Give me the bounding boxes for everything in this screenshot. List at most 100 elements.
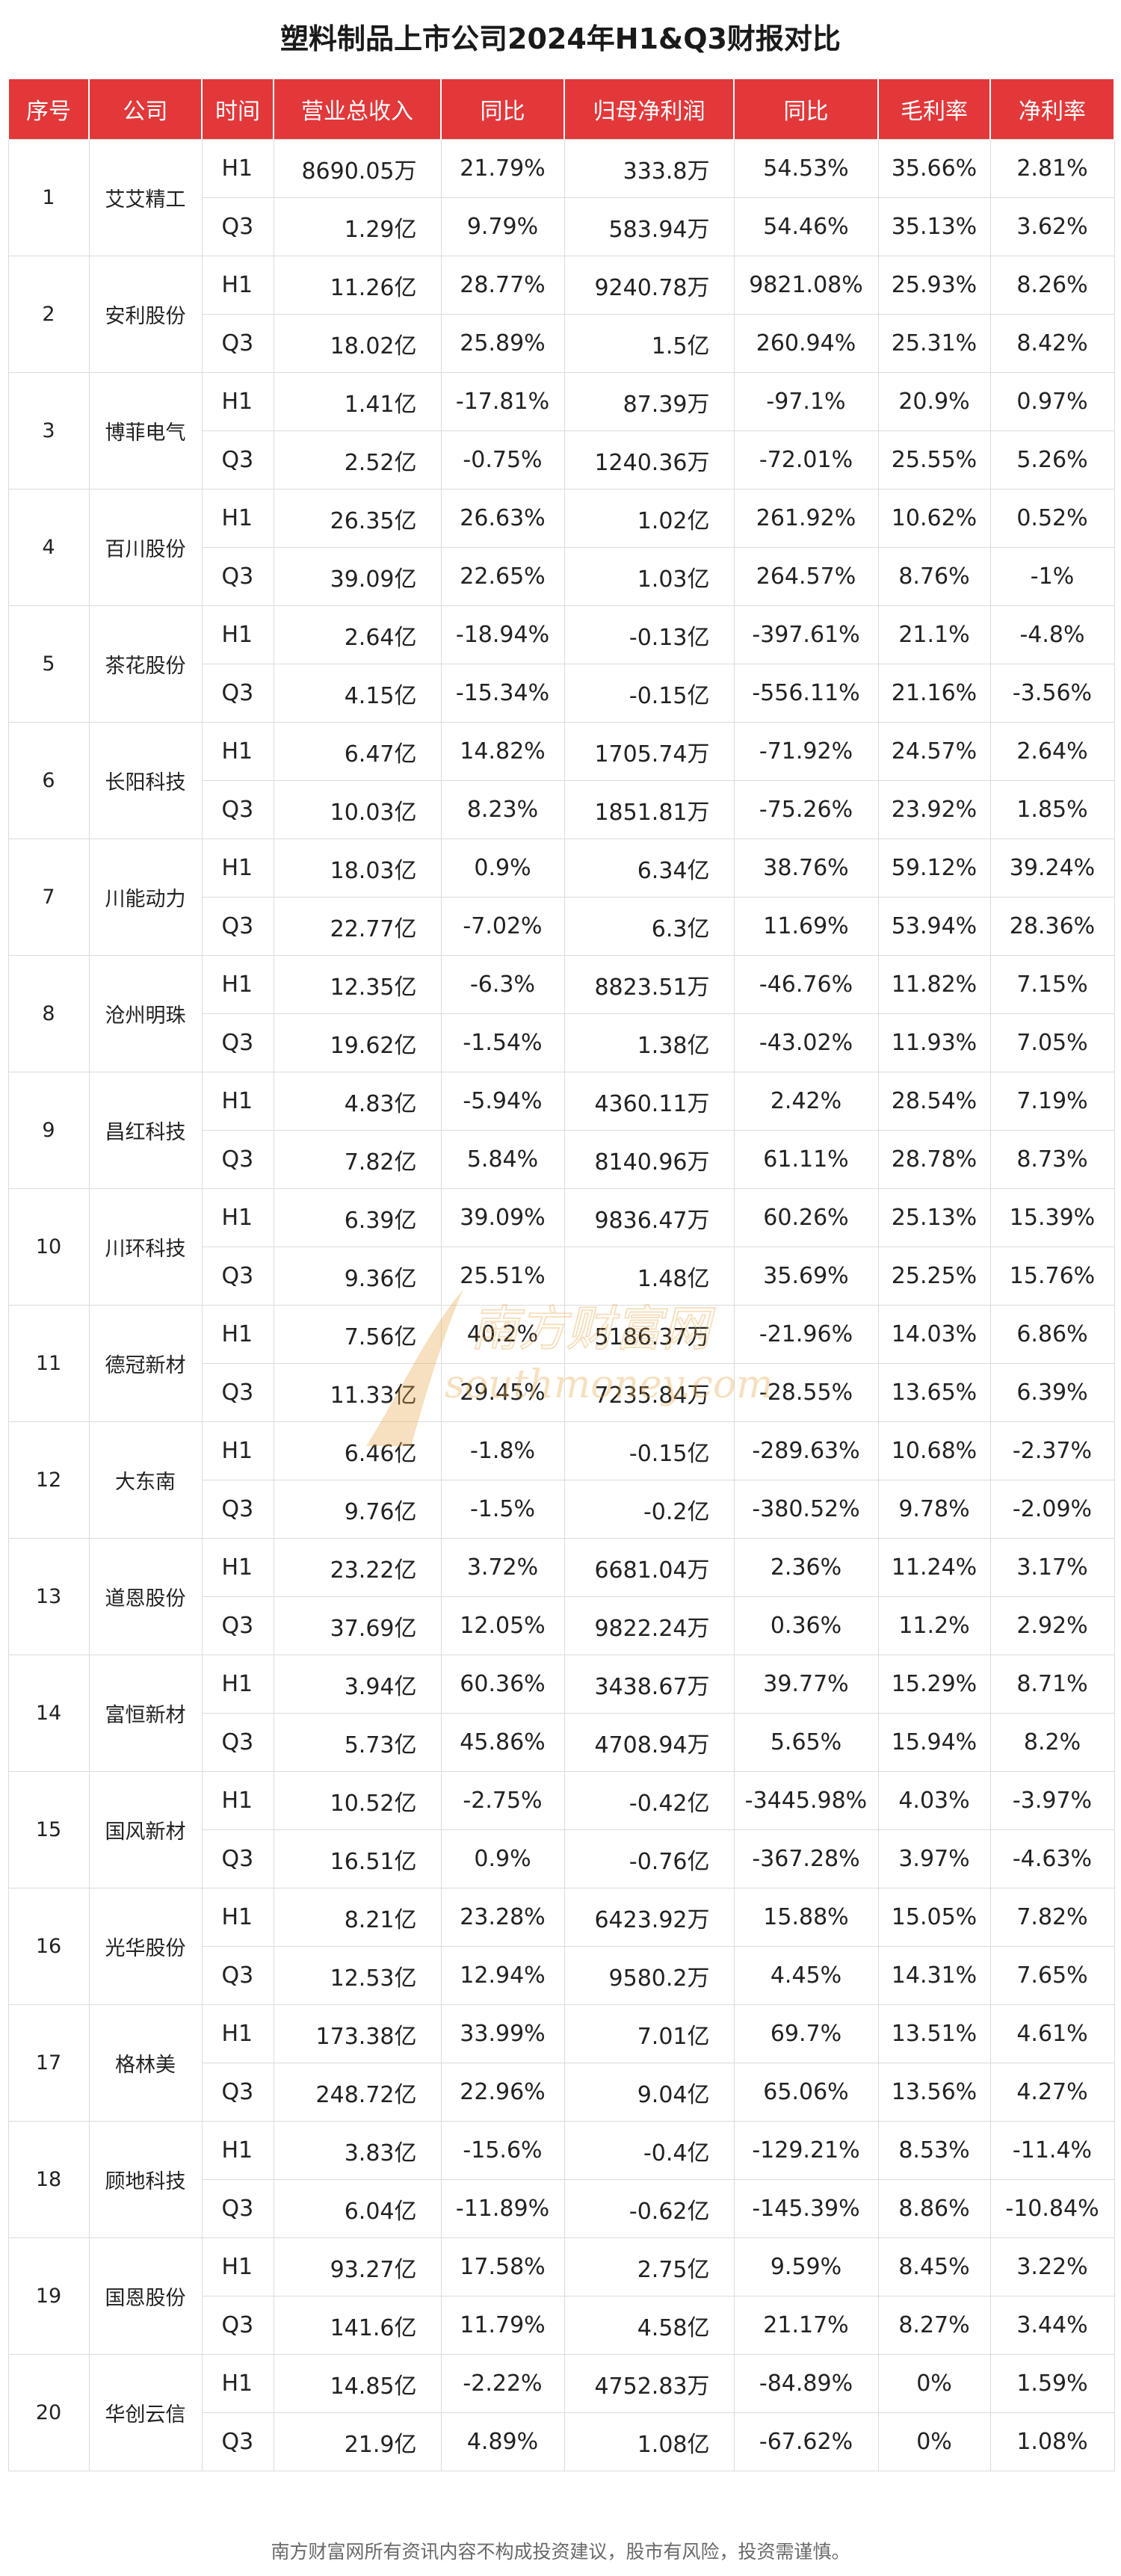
period-cell: Q3 bbox=[201, 1480, 274, 1539]
net-profit-cell: -0.2亿 bbox=[563, 1480, 735, 1539]
net-profit-cell: -0.15亿 bbox=[563, 1421, 735, 1480]
net-profit-cell: 1705.74万 bbox=[563, 722, 735, 781]
net-profit-cell: 8140.96万 bbox=[563, 1130, 735, 1189]
net-margin-cell: 2.81% bbox=[989, 139, 1115, 198]
header-period: 时间 bbox=[201, 78, 274, 140]
revenue-yoy-cell: -5.94% bbox=[440, 1072, 565, 1131]
profit-yoy-cell: -3445.98% bbox=[733, 1771, 879, 1830]
revenue-yoy-cell: -1.54% bbox=[440, 1013, 565, 1072]
profit-yoy-cell: 61.11% bbox=[733, 1130, 879, 1189]
revenue-cell: 14.85亿 bbox=[273, 2354, 442, 2413]
index-cell: 17 bbox=[7, 2004, 90, 2122]
header-net-profit: 归母净利润 bbox=[563, 78, 735, 140]
period-cell: H1 bbox=[201, 1655, 274, 1714]
revenue-yoy-cell: -1.8% bbox=[440, 1421, 565, 1480]
revenue-cell: 141.6亿 bbox=[273, 2296, 442, 2355]
revenue-cell: 2.52亿 bbox=[273, 430, 442, 489]
revenue-yoy-cell: -17.81% bbox=[440, 372, 565, 431]
table-row: 19 国恩股份 H1 93.27亿 17.58% 2.75亿 9.59% 8.45% 3.22% bbox=[7, 2237, 1115, 2355]
company-name-cell: 艾艾精工 bbox=[88, 139, 203, 256]
company-name-cell: 顾地科技 bbox=[88, 2121, 203, 2238]
profit-yoy-cell: -289.63% bbox=[733, 1421, 879, 1480]
header-company: 公司 bbox=[88, 78, 203, 140]
profit-yoy-cell: -145.39% bbox=[733, 2179, 879, 2238]
index-cell: 5 bbox=[7, 605, 90, 723]
table-row: 2 安利股份 H1 11.26亿 28.77% 9240.78万 9821.08% 25.93… bbox=[7, 256, 1115, 373]
profit-yoy-cell: 9.59% bbox=[733, 2237, 879, 2297]
gross-margin-cell: 21.1% bbox=[877, 605, 991, 664]
net-margin-cell: -2.37% bbox=[989, 1421, 1115, 1480]
table-row: 14 富恒新材 H1 3.94亿 60.36% 3438.67万 39.77% 15.29% 8… bbox=[7, 1655, 1115, 1772]
revenue-yoy-cell: -2.75% bbox=[440, 1771, 565, 1830]
period-cell: Q3 bbox=[201, 2179, 274, 2238]
net-margin-cell: 4.61% bbox=[989, 2004, 1115, 2063]
revenue-cell: 93.27亿 bbox=[273, 2237, 442, 2297]
profit-yoy-cell: -397.61% bbox=[733, 605, 879, 664]
net-profit-cell: 9836.47万 bbox=[563, 1188, 735, 1247]
gross-margin-cell: 15.05% bbox=[877, 1888, 991, 1947]
net-profit-cell: -0.42亿 bbox=[563, 1771, 735, 1830]
table-row: 7 川能动力 H1 18.03亿 0.9% 6.34亿 38.76% 59.12% 39.24% bbox=[7, 838, 1115, 956]
net-profit-cell: 1240.36万 bbox=[563, 430, 735, 489]
period-cell: H1 bbox=[201, 1771, 274, 1830]
net-profit-cell: 4.58亿 bbox=[563, 2296, 735, 2355]
gross-margin-cell: 11.24% bbox=[877, 1538, 991, 1597]
net-margin-cell: 8.42% bbox=[989, 314, 1115, 373]
profit-yoy-cell: 2.42% bbox=[733, 1072, 879, 1131]
table-row: Q3 16.51亿 0.9% -0.76亿 -367.28% 3.97% -4.63% bbox=[8, 1829, 1115, 1888]
period-cell: Q3 bbox=[201, 1829, 274, 1888]
profit-yoy-cell: 54.46% bbox=[733, 197, 879, 256]
gross-margin-cell: 13.65% bbox=[877, 1363, 991, 1422]
gross-margin-cell: 14.31% bbox=[877, 1946, 991, 2005]
table-row: Q3 9.76亿 -1.5% -0.2亿 -380.52% 9.78% -2.09% bbox=[8, 1480, 1115, 1539]
net-profit-cell: 9240.78万 bbox=[563, 256, 735, 315]
revenue-cell: 1.41亿 bbox=[273, 372, 442, 431]
profit-yoy-cell: 15.88% bbox=[733, 1888, 879, 1947]
net-profit-cell: 2.75亿 bbox=[563, 2237, 735, 2297]
profit-yoy-cell: 60.26% bbox=[733, 1188, 879, 1247]
revenue-yoy-cell: 45.86% bbox=[440, 1713, 565, 1772]
gross-margin-cell: 13.51% bbox=[877, 2004, 991, 2063]
period-cell: H1 bbox=[201, 489, 274, 548]
company-name-cell: 博菲电气 bbox=[88, 372, 203, 489]
gross-margin-cell: 25.55% bbox=[877, 430, 991, 489]
revenue-cell: 26.35亿 bbox=[273, 489, 442, 548]
revenue-cell: 19.62亿 bbox=[273, 1013, 442, 1072]
company-name-cell: 国恩股份 bbox=[88, 2237, 203, 2355]
gross-margin-cell: 13.56% bbox=[877, 2063, 991, 2122]
company-name-cell: 格林美 bbox=[88, 2004, 203, 2122]
index-cell: 4 bbox=[7, 489, 90, 606]
profit-yoy-cell: 21.17% bbox=[733, 2296, 879, 2355]
gross-margin-cell: 15.29% bbox=[877, 1655, 991, 1714]
table-row: 9 昌红科技 H1 4.83亿 -5.94% 4360.11万 2.42% 28.54% 7.1… bbox=[7, 1072, 1115, 1189]
gross-margin-cell: 35.66% bbox=[877, 139, 991, 198]
profit-yoy-cell: -46.76% bbox=[733, 955, 879, 1014]
net-profit-cell: 4708.94万 bbox=[563, 1713, 735, 1772]
company-name-cell: 道恩股份 bbox=[88, 1538, 203, 1655]
revenue-cell: 9.76亿 bbox=[273, 1480, 442, 1539]
table-row: 17 格林美 H1 173.38亿 33.99% 7.01亿 69.7% 13.51% 4.61… bbox=[7, 2004, 1115, 2122]
company-name-cell: 安利股份 bbox=[88, 256, 203, 373]
gross-margin-cell: 25.25% bbox=[877, 1247, 991, 1306]
period-cell: H1 bbox=[201, 139, 274, 198]
financial-comparison-table: 序号 公司 时间 营业总收入 同比 归母净利润 同比 毛利率 净利率 1 艾艾精工… bbox=[7, 78, 1115, 2471]
index-cell: 19 bbox=[7, 2237, 90, 2355]
gross-margin-cell: 59.12% bbox=[877, 838, 991, 898]
revenue-yoy-cell: 28.77% bbox=[440, 256, 565, 315]
net-profit-cell: -0.13亿 bbox=[563, 605, 735, 664]
revenue-yoy-cell: 11.79% bbox=[440, 2296, 565, 2355]
revenue-cell: 2.64亿 bbox=[273, 605, 442, 664]
period-cell: H1 bbox=[201, 2237, 274, 2297]
net-margin-cell: 7.19% bbox=[989, 1072, 1115, 1131]
header-index: 序号 bbox=[7, 78, 90, 140]
revenue-yoy-cell: 33.99% bbox=[440, 2004, 565, 2063]
index-cell: 7 bbox=[7, 838, 90, 956]
table-row: Q3 21.9亿 4.89% 1.08亿 -67.62% 0% 1.08% bbox=[8, 2412, 1115, 2471]
period-cell: Q3 bbox=[201, 547, 274, 606]
revenue-yoy-cell: 26.63% bbox=[440, 489, 565, 548]
period-cell: Q3 bbox=[201, 1247, 274, 1306]
net-margin-cell: 8.26% bbox=[989, 256, 1115, 315]
period-cell: H1 bbox=[201, 1072, 274, 1131]
net-margin-cell: -4.8% bbox=[989, 605, 1115, 664]
table-row: 12 大东南 H1 6.46亿 -1.8% -0.15亿 -289.63% 10.68% -2.… bbox=[7, 1421, 1115, 1539]
